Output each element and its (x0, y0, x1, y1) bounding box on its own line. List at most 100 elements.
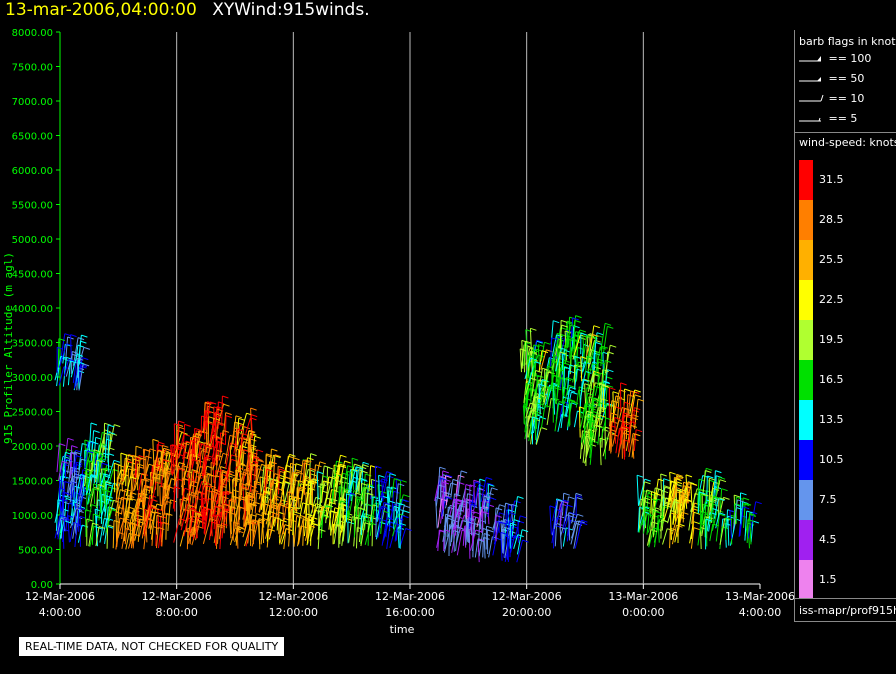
wind-barb-flag (619, 427, 626, 431)
wind-barb-flag (86, 518, 93, 522)
wind-barb-flag (747, 519, 755, 522)
wind-barb-flag (125, 488, 132, 492)
wind-barb-flag (534, 396, 542, 400)
wind-barb-flag (504, 526, 511, 530)
wind-barb (555, 499, 564, 525)
wind-barb-flag (573, 325, 580, 329)
wind-barb-flag (62, 501, 70, 505)
wind-barb-flag (194, 427, 201, 431)
wind-barb (172, 447, 175, 467)
wind-barb (251, 436, 256, 464)
wind-barb-flag (91, 476, 99, 480)
wind-barb-flag (271, 479, 278, 482)
wind-barb-flag (166, 512, 173, 516)
wind-barb (573, 520, 580, 549)
wind-barb (697, 479, 700, 504)
wind-barb (165, 513, 167, 540)
wind-barb-flag (165, 500, 173, 504)
speed-scale-swatch (799, 440, 813, 480)
wind-barb-flag (319, 461, 326, 465)
wind-barb (142, 449, 145, 480)
wind-barb (727, 516, 730, 546)
wind-barb (202, 410, 206, 429)
wind-barb (231, 496, 233, 522)
wind-barb-flag (705, 500, 712, 504)
wind-barb (207, 416, 210, 446)
wind-barb (621, 402, 626, 421)
wind-barb (367, 504, 374, 533)
wind-barb-flag (560, 334, 568, 337)
x-tick-date: 12-Mar-2006 (142, 590, 212, 603)
wind-barb-flag (311, 522, 318, 526)
wind-barb (392, 513, 400, 537)
wind-barb (250, 414, 253, 439)
wind-barb (150, 511, 156, 540)
wind-barb-flag (104, 489, 112, 493)
wind-barb (628, 433, 634, 457)
wind-barb-flag (114, 462, 121, 466)
wind-barb (99, 488, 102, 513)
wind-barb (319, 505, 327, 528)
wind-barb (524, 341, 527, 373)
wind-barb-flag (674, 476, 681, 480)
x-tick-time: 12:00:00 (269, 606, 318, 619)
wind-barb (59, 520, 65, 540)
wind-barb (381, 517, 388, 546)
wind-barb (141, 479, 144, 508)
wind-barb (387, 473, 391, 501)
wind-barb (233, 498, 241, 524)
wind-barb-flag (742, 497, 750, 501)
wind-barb-flag (623, 412, 631, 416)
wind-barb-flag (91, 504, 98, 508)
wind-barb-flag (256, 449, 264, 453)
wind-barb-flag (467, 493, 474, 497)
wind-barb (132, 507, 138, 523)
wind-barb (91, 449, 95, 471)
wind-barb (268, 455, 274, 482)
wind-barb-flag (93, 486, 101, 490)
wind-barb (667, 481, 672, 508)
wind-barb (589, 333, 591, 365)
wind-barb-flag (163, 447, 170, 451)
wind-barb-flag (126, 454, 133, 458)
wind-barb-flag (677, 475, 684, 479)
wind-barb (446, 507, 449, 537)
wind-barb-flag (319, 528, 326, 532)
wind-barb-flag (315, 464, 322, 468)
wind-barb (204, 509, 209, 535)
wind-barb (595, 384, 603, 409)
wind-barb (661, 506, 664, 528)
wind-barb-flag (262, 502, 270, 506)
wind-barb-flag (249, 429, 256, 433)
y-tick-label: 3000.00 (12, 373, 53, 384)
wind-barb-flag (473, 479, 480, 483)
wind-barb (627, 390, 632, 416)
wind-barb (524, 407, 528, 433)
wind-barb-flag (671, 481, 678, 485)
x-tick-time: 20:00:00 (502, 606, 551, 619)
wind-barb (688, 505, 693, 531)
wind-barb-flag (199, 443, 206, 447)
wind-barb-flag (134, 455, 141, 459)
wind-barb-flag (185, 470, 192, 474)
wind-barb-flag (592, 440, 599, 444)
wind-barb-flag (67, 515, 75, 519)
wind-barb (222, 412, 227, 437)
wind-barb (563, 377, 568, 397)
wind-barb-flag (651, 498, 658, 502)
wind-barb-flag (556, 498, 563, 502)
wind-barb-flag (693, 521, 700, 525)
wind-barb (539, 379, 544, 402)
wind-barb-flag (482, 511, 490, 515)
wind-barb-flag (311, 478, 319, 482)
wind-barb (88, 504, 92, 523)
wind-barb-flag (361, 470, 368, 474)
wind-barb (546, 398, 552, 425)
pennant-barb-icon (799, 56, 821, 62)
wind-barb (550, 337, 553, 367)
wind-barb-flag (603, 381, 610, 385)
wind-barb (56, 518, 62, 535)
wind-barb (129, 455, 135, 479)
wind-barb-flag (339, 463, 347, 467)
